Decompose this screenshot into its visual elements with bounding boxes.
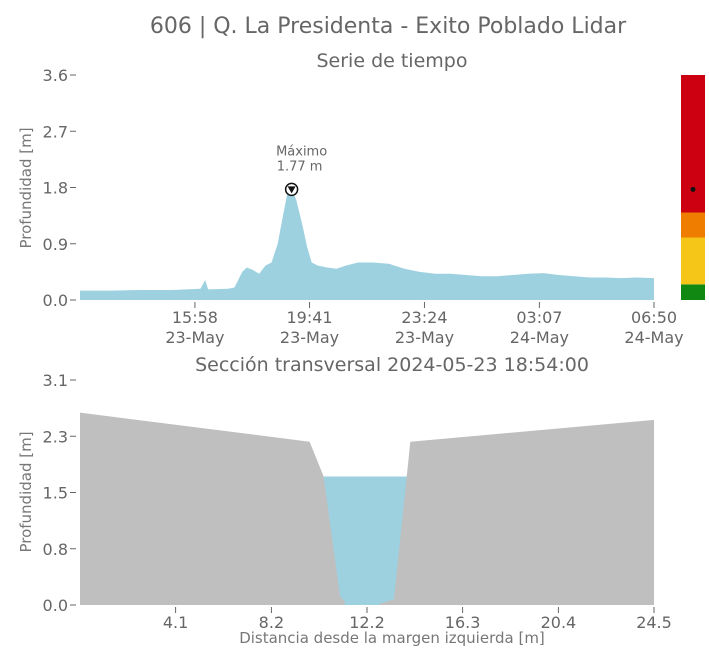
y-tick-label: 3.6 (43, 66, 68, 85)
x-tick-label: 20.4 (541, 613, 577, 632)
y-tick-label: 0.0 (43, 291, 68, 310)
y-tick-label: 0.9 (43, 235, 68, 254)
cross-section-y-ticks: 0.0 0.8 1.5 2.3 3.1 (43, 371, 76, 615)
time-series-x-ticks: 15:5823-May19:4123-May23:2423-May03:0724… (165, 302, 684, 347)
cross-section-ylabel: Profundidad [m] (17, 431, 35, 552)
alert-level-bar (681, 75, 705, 300)
x-tick-label: 24.5 (636, 613, 672, 632)
alert-level-segment (681, 284, 705, 300)
water-level-area (323, 476, 411, 605)
x-tick-label: 12.2 (349, 613, 385, 632)
depth-area-series (80, 189, 654, 300)
x-tick-label-date: 23-May (165, 328, 224, 347)
time-series-panel: Serie de tiempo Profundidad [m] 0.0 0.9 1.… (17, 50, 705, 347)
y-tick-label: 1.5 (43, 484, 68, 503)
alert-level-segment (681, 237, 705, 285)
peak-label: Máximo (276, 144, 327, 159)
x-tick-label-time: 15:58 (172, 308, 218, 327)
peak-annotation: Máximo 1.77 m (276, 144, 327, 197)
x-tick-label-date: 23-May (280, 328, 339, 347)
alert-level-segment (681, 212, 705, 238)
x-tick-label-date: 23-May (395, 328, 454, 347)
x-tick-label-date: 24-May (624, 328, 683, 347)
x-tick-label-time: 06:50 (631, 308, 677, 327)
terrain-area (80, 412, 654, 605)
x-tick-label: 16.3 (445, 613, 481, 632)
cross-section-xlabel: Distancia desde la margen izquierda [m] (239, 629, 545, 647)
y-tick-label: 2.7 (43, 122, 68, 141)
x-tick-label-date: 24-May (510, 328, 569, 347)
figure-title: 606 | Q. La Presidenta - Exito Poblado L… (150, 14, 627, 39)
time-series-y-ticks: 0.0 0.9 1.8 2.7 3.6 (43, 66, 76, 310)
x-tick-label-time: 19:41 (286, 308, 332, 327)
y-tick-label: 1.8 (43, 179, 68, 198)
time-series-ylabel: Profundidad [m] (17, 127, 35, 248)
x-tick-label: 8.2 (259, 613, 284, 632)
peak-triangle-icon (287, 186, 296, 194)
y-tick-label: 2.3 (43, 427, 68, 446)
y-tick-label: 3.1 (43, 371, 68, 390)
y-tick-label: 0.0 (43, 596, 68, 615)
alert-current-marker (690, 186, 696, 192)
peak-value-label: 1.77 m (277, 159, 323, 174)
time-series-title: Serie de tiempo (317, 50, 468, 72)
x-tick-label: 4.1 (163, 613, 188, 632)
x-tick-label-time: 23:24 (401, 308, 447, 327)
y-tick-label: 0.8 (43, 540, 68, 559)
x-tick-label-time: 03:07 (516, 308, 562, 327)
cross-section-title: Sección transversal 2024-05-23 18:54:00 (195, 354, 589, 376)
cross-section-panel: Sección transversal 2024-05-23 18:54:00 … (17, 354, 672, 647)
cross-section-x-ticks: 4.1 8.2 12.2 16.3 20.4 24.5 (163, 607, 672, 632)
